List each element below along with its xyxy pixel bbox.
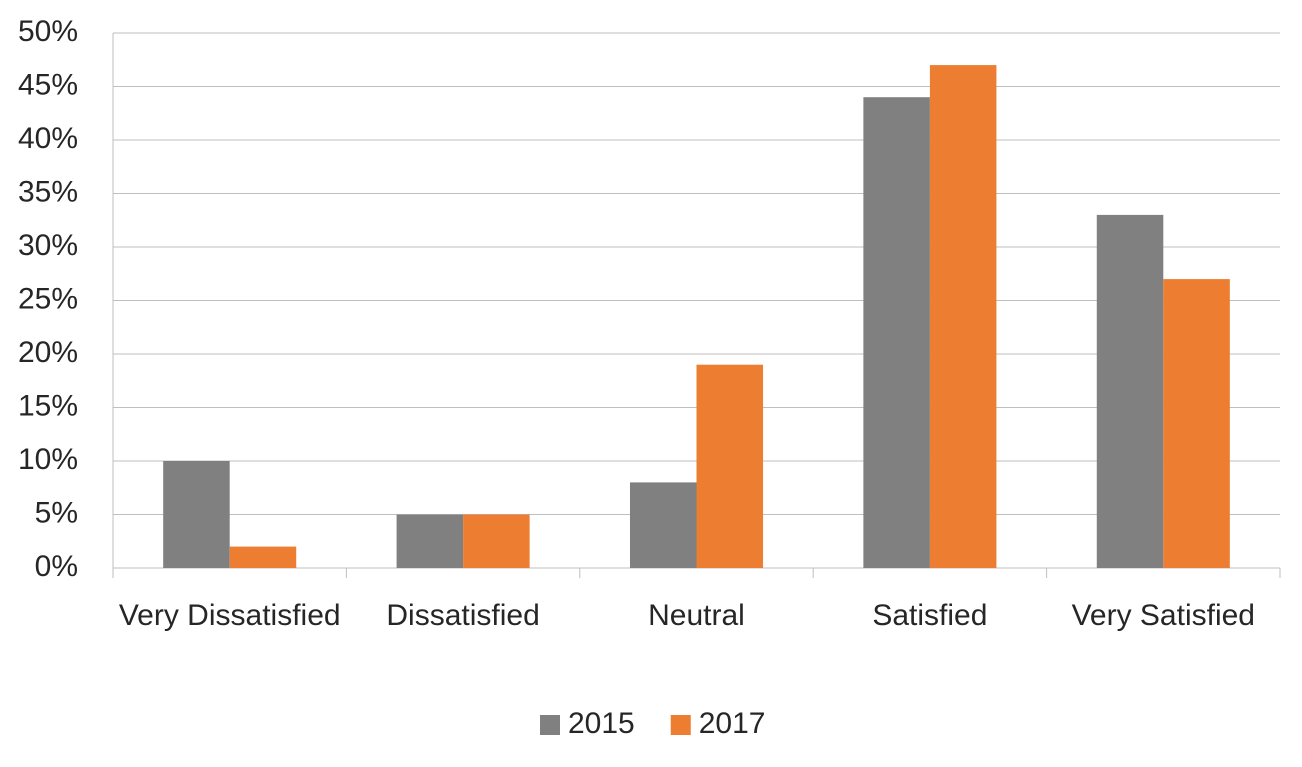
bar	[696, 364, 764, 568]
y-tick-label: 10%	[18, 443, 78, 476]
x-tick-label: Very Satisfied	[1071, 599, 1255, 632]
y-tick-label: 0%	[35, 550, 78, 583]
legend-label: 2017	[699, 707, 766, 740]
bar	[229, 546, 297, 568]
bar	[463, 514, 530, 568]
bar	[863, 97, 930, 568]
x-tick-label: Very Dissatisfied	[118, 599, 341, 632]
bar	[396, 514, 464, 568]
y-tick-label: 5%	[35, 496, 78, 529]
bar	[1096, 214, 1164, 568]
bar	[929, 65, 997, 568]
y-tick-label: 15%	[18, 389, 78, 422]
legend-swatch	[670, 715, 691, 735]
legend-swatch	[540, 715, 560, 735]
x-tick-label: Dissatisfied	[386, 599, 540, 632]
y-tick-label: 40%	[18, 122, 78, 155]
y-tick-label: 35%	[18, 175, 78, 208]
y-tick-label: 20%	[18, 336, 78, 369]
bar	[163, 461, 230, 568]
y-tick-label: 50%	[18, 15, 78, 48]
legend-label: 2015	[568, 707, 635, 740]
y-tick-label: 25%	[18, 282, 78, 315]
bar	[629, 482, 697, 568]
y-tick-label: 45%	[18, 68, 78, 101]
x-tick-label: Neutral	[648, 599, 745, 632]
x-tick-label: Satisfied	[872, 599, 988, 632]
y-tick-label: 30%	[18, 229, 78, 262]
bar	[1163, 279, 1230, 568]
